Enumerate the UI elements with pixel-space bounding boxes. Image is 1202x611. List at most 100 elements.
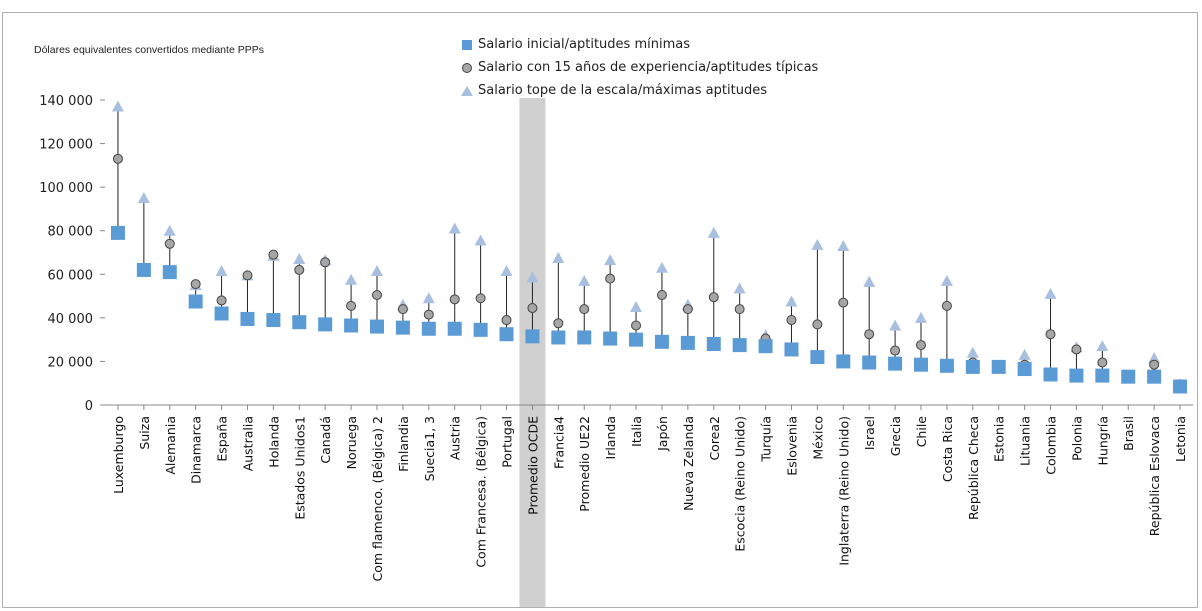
top-salary-marker xyxy=(163,224,176,236)
top-salary-marker xyxy=(1044,287,1057,299)
top-salary-marker xyxy=(604,254,617,266)
fifteen-year-salary-marker xyxy=(682,304,693,315)
x-category-label: Noruega xyxy=(344,416,359,469)
x-category-label: Letonia xyxy=(1173,416,1188,462)
x-category-label: Brasil xyxy=(1121,416,1136,451)
fifteen-year-salary-marker xyxy=(1149,359,1160,370)
top-salary-marker xyxy=(578,274,591,286)
top-salary-marker xyxy=(863,275,876,287)
starting-salary-marker xyxy=(344,318,359,333)
legend-label-starting: Salario inicial/aptitudes mínimas xyxy=(478,37,690,52)
x-category-label: Francia4 xyxy=(551,416,566,469)
top-salary-marker xyxy=(915,311,927,323)
fifteen-year-salary-marker xyxy=(397,304,408,315)
x-category-label: Suiza xyxy=(137,416,152,450)
top-salary-marker xyxy=(111,100,124,112)
starting-salary-marker xyxy=(965,359,980,374)
top-salary-marker xyxy=(1096,340,1109,352)
x-category-label: Com flamenco. (Bélgica) 2 xyxy=(370,416,385,581)
x-category-label: Lituania xyxy=(1018,416,1033,466)
starting-salary-marker xyxy=(888,356,903,371)
fifteen-year-salary-marker xyxy=(527,303,538,314)
triangle-marker-icon xyxy=(460,84,474,98)
starting-salary-marker xyxy=(991,359,1006,374)
top-salary-marker xyxy=(785,295,798,307)
top-salary-marker xyxy=(422,292,435,304)
fifteen-year-salary-marker xyxy=(631,320,642,331)
starting-salary-marker xyxy=(525,329,540,344)
fifteen-year-salary-marker xyxy=(449,294,460,305)
top-salary-marker xyxy=(1148,352,1161,364)
top-salary-marker xyxy=(526,271,539,283)
x-category-label: Promedio UE22 xyxy=(577,416,592,512)
fifteen-year-salary-marker xyxy=(812,319,823,330)
fifteen-year-salary-marker xyxy=(1097,357,1108,368)
x-category-label: Eslovenia xyxy=(784,416,799,476)
y-tick-label: 80 000 xyxy=(48,225,94,240)
top-salary-marker xyxy=(630,300,643,312)
x-category-label: Colombia xyxy=(1044,416,1059,475)
legend-label-fifteen-years: Salario con 15 años de experiencia/aptit… xyxy=(478,60,819,75)
circle-marker-icon xyxy=(460,61,474,75)
y-tick-label: 140 000 xyxy=(39,94,93,109)
fifteen-year-salary-marker xyxy=(112,153,123,164)
x-category-label: México xyxy=(810,416,825,460)
x-category-label: Alemania xyxy=(163,416,178,475)
square-marker-icon xyxy=(460,38,474,52)
starting-salary-marker xyxy=(1095,368,1110,383)
top-salary-marker xyxy=(371,265,383,277)
starting-salary-marker xyxy=(136,262,151,277)
top-salary-marker xyxy=(707,226,720,238)
x-category-label: Canadá xyxy=(318,416,333,464)
y-tick-label: 120 000 xyxy=(39,138,93,153)
starting-salary-marker xyxy=(1069,368,1084,383)
top-salary-marker xyxy=(474,234,487,246)
x-category-label: República Eslovaca xyxy=(1147,416,1162,536)
x-category-label: Chile xyxy=(914,416,929,448)
starting-salary-marker xyxy=(473,322,488,337)
y-tick-label: 100 000 xyxy=(39,181,93,196)
fifteen-year-salary-marker xyxy=(346,300,357,311)
starting-salary-marker xyxy=(421,321,436,336)
x-category-label: Austria xyxy=(448,416,463,460)
legend: Salario inicial/aptitudes mínimas Salari… xyxy=(460,33,818,102)
starting-salary-marker xyxy=(603,331,618,346)
fifteen-year-salary-marker xyxy=(941,300,952,311)
starting-salary-marker xyxy=(654,334,669,349)
highlight-band xyxy=(519,98,546,607)
top-salary-marker xyxy=(655,261,668,273)
fifteen-year-salary-marker xyxy=(605,273,616,284)
starting-salary-marker xyxy=(395,320,410,335)
starting-salary-marker xyxy=(577,330,592,345)
fifteen-year-salary-marker xyxy=(864,329,875,340)
starting-salary-marker xyxy=(732,338,747,353)
y-tick-label: 40 000 xyxy=(48,312,94,327)
fifteen-year-salary-marker xyxy=(656,289,667,300)
y-tick-label: 0 xyxy=(85,399,93,414)
fifteen-year-salary-marker xyxy=(320,257,331,268)
fifteen-year-salary-marker xyxy=(734,304,745,315)
fifteen-year-salary-marker xyxy=(268,249,279,260)
starting-salary-marker xyxy=(629,332,644,347)
x-category-label: Com Francesa. (Bélgica) xyxy=(474,416,489,568)
x-category-label: Polonia xyxy=(1069,416,1084,461)
starting-salary-marker xyxy=(939,358,954,373)
fifteen-year-salary-marker xyxy=(1071,344,1082,355)
fifteen-year-salary-marker xyxy=(916,340,926,351)
starting-salary-marker xyxy=(1017,362,1032,377)
starting-salary-marker xyxy=(370,319,384,334)
top-salary-marker xyxy=(293,253,306,265)
starting-salary-marker xyxy=(240,311,255,326)
starting-salary-marker xyxy=(784,342,799,357)
x-category-label: Hungría xyxy=(1095,416,1110,465)
top-salary-marker xyxy=(733,282,746,294)
x-category-label: Luxemburgo xyxy=(111,416,126,494)
x-category-label: Grecia xyxy=(888,416,903,456)
top-salary-marker xyxy=(500,265,513,277)
x-category-label: Costa Rica xyxy=(940,416,955,482)
x-category-label: Japón xyxy=(655,416,670,452)
starting-salary-marker xyxy=(810,350,825,365)
x-category-label: Estados Unidos1 xyxy=(292,416,307,520)
x-category-label: Nueva Zelanda xyxy=(681,416,696,511)
x-category-label: Irlanda xyxy=(603,416,618,459)
